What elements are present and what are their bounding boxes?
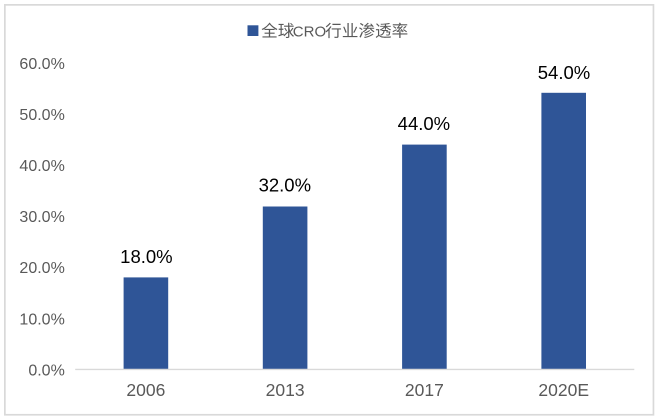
svg-text:CRO: CRO [293, 24, 326, 41]
svg-text:2020E: 2020E [538, 380, 589, 400]
svg-text:20.0%: 20.0% [19, 260, 64, 277]
svg-text:2006: 2006 [126, 380, 165, 400]
svg-text:44.0%: 44.0% [398, 113, 450, 134]
svg-text:2013: 2013 [266, 380, 305, 400]
svg-text:50.0%: 50.0% [19, 107, 64, 124]
svg-text:2017: 2017 [405, 380, 444, 400]
svg-text:30.0%: 30.0% [19, 209, 64, 226]
svg-text:54.0%: 54.0% [538, 62, 590, 83]
svg-text:18.0%: 18.0% [120, 246, 172, 267]
svg-text:0.0%: 0.0% [28, 362, 64, 379]
svg-text:40.0%: 40.0% [19, 158, 64, 175]
svg-text:32.0%: 32.0% [259, 174, 311, 195]
svg-text:60.0%: 60.0% [19, 56, 64, 73]
svg-text:10.0%: 10.0% [19, 311, 64, 328]
